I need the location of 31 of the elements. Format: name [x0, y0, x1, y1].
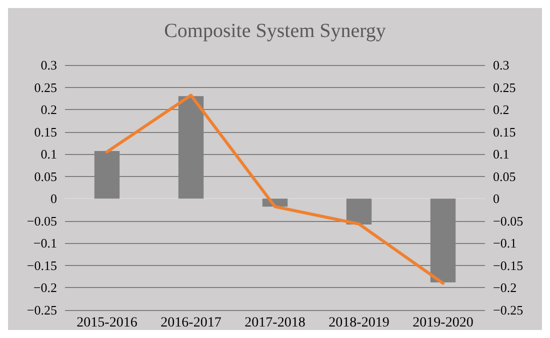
y-tick-label: 0 [50, 191, 57, 206]
y-tick-label: 0.05 [34, 168, 57, 184]
chart-title: Composite System Synergy [164, 20, 386, 42]
y2-tick-label: −0.2 [493, 280, 517, 296]
y2-tick-label: −0.15 [493, 258, 524, 273]
y2-tick-label: 0.25 [493, 80, 516, 95]
y2-tick-label: 0.3 [493, 58, 510, 72]
x-tick-label: 2019-2020 [412, 316, 474, 330]
y-tick-label: 0.3 [40, 58, 57, 72]
x-tick-label: 2016-2017 [160, 316, 222, 330]
y2-tick-label: 0.2 [493, 102, 510, 118]
y2-tick-label: −0.25 [493, 302, 524, 318]
y-tick-label: −0.25 [26, 302, 57, 318]
y2-tick-label: −0.1 [493, 236, 517, 251]
y-tick-label: 0.25 [34, 80, 57, 95]
x-tick-label: 2017-2018 [244, 316, 306, 330]
y2-tick-label: 0 [493, 191, 500, 206]
y2-tick-label: 0.1 [493, 146, 510, 162]
y-tick-label: −0.2 [33, 280, 57, 296]
y-tick-label: 0.1 [40, 146, 57, 162]
y-tick-label: −0.15 [26, 258, 57, 273]
y2-tick-label: 0.15 [493, 124, 516, 140]
y2-tick-label: −0.05 [493, 213, 524, 228]
y-tick-label: −0.1 [33, 236, 57, 251]
line-series [106, 94, 444, 285]
x-tick-label: 2015-2016 [76, 316, 138, 330]
y-tick-label: −0.05 [26, 213, 57, 228]
y-tick-label: 0.15 [34, 124, 57, 140]
y2-tick-label: 0.05 [493, 168, 516, 184]
y-tick-label: 0.2 [40, 102, 57, 118]
x-tick-label: 2018-2019 [328, 316, 390, 330]
